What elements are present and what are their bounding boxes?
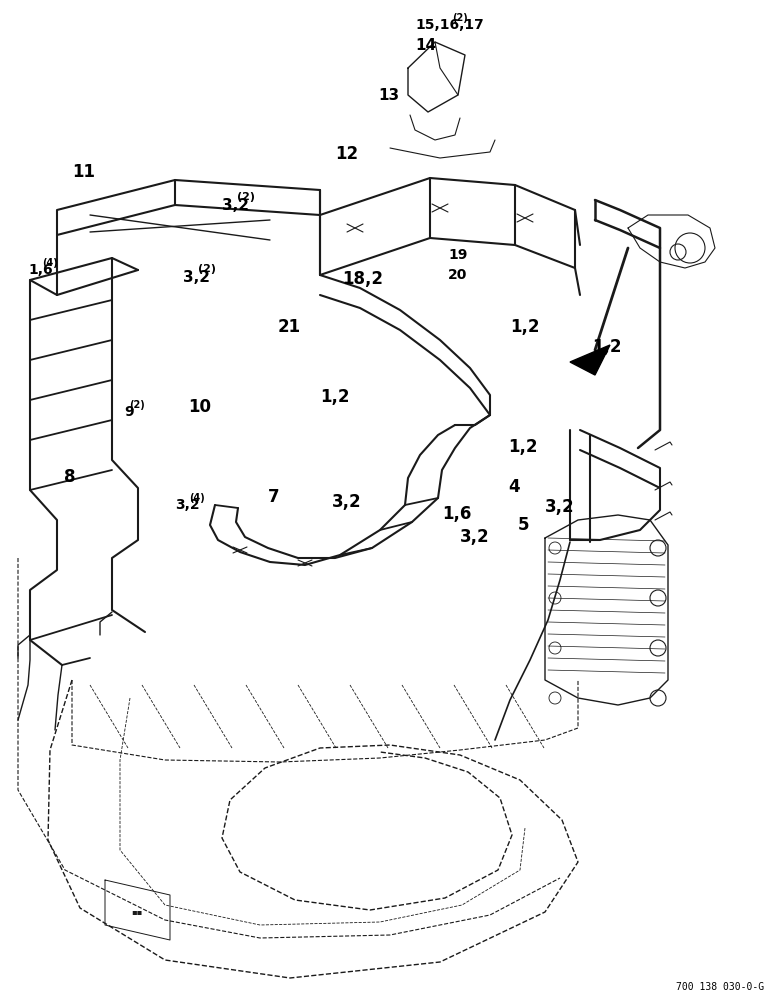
Text: ▪▪: ▪▪ <box>131 908 143 916</box>
Polygon shape <box>570 345 610 375</box>
Text: 3,2: 3,2 <box>183 270 210 285</box>
Text: (4): (4) <box>42 258 58 268</box>
Text: 8: 8 <box>64 468 76 486</box>
Text: (2): (2) <box>129 400 144 410</box>
Text: 1,2: 1,2 <box>510 318 540 336</box>
Text: 1,2: 1,2 <box>592 338 621 356</box>
Text: (4): (4) <box>189 493 205 503</box>
Text: 12: 12 <box>335 145 358 163</box>
Text: 15,16,17: 15,16,17 <box>415 18 484 32</box>
Text: 700 138 030-0-G: 700 138 030-0-G <box>676 982 764 992</box>
Text: (2): (2) <box>452 13 468 23</box>
Text: 1,6: 1,6 <box>442 505 472 523</box>
Text: 14: 14 <box>415 38 436 53</box>
Text: 1,2: 1,2 <box>508 438 537 456</box>
Text: 11: 11 <box>72 163 95 181</box>
Text: (2): (2) <box>238 192 256 202</box>
Text: 3,2: 3,2 <box>460 528 489 546</box>
Text: 18,2: 18,2 <box>342 270 383 288</box>
Text: 7: 7 <box>268 488 279 506</box>
Text: 1,6: 1,6 <box>28 263 52 277</box>
Text: 5: 5 <box>518 516 530 534</box>
Text: 4: 4 <box>508 478 520 496</box>
Text: 3,2: 3,2 <box>545 498 574 516</box>
Text: 3,2: 3,2 <box>222 198 249 213</box>
Text: (2): (2) <box>198 264 216 274</box>
Text: 3,2: 3,2 <box>175 498 200 512</box>
Text: 19: 19 <box>448 248 467 262</box>
Text: 10: 10 <box>188 398 211 416</box>
Text: 1,2: 1,2 <box>320 388 350 406</box>
Text: 21: 21 <box>278 318 301 336</box>
Text: 13: 13 <box>378 88 399 103</box>
Text: 20: 20 <box>448 268 467 282</box>
Text: 3,2: 3,2 <box>332 493 361 511</box>
Text: 9: 9 <box>124 405 134 419</box>
